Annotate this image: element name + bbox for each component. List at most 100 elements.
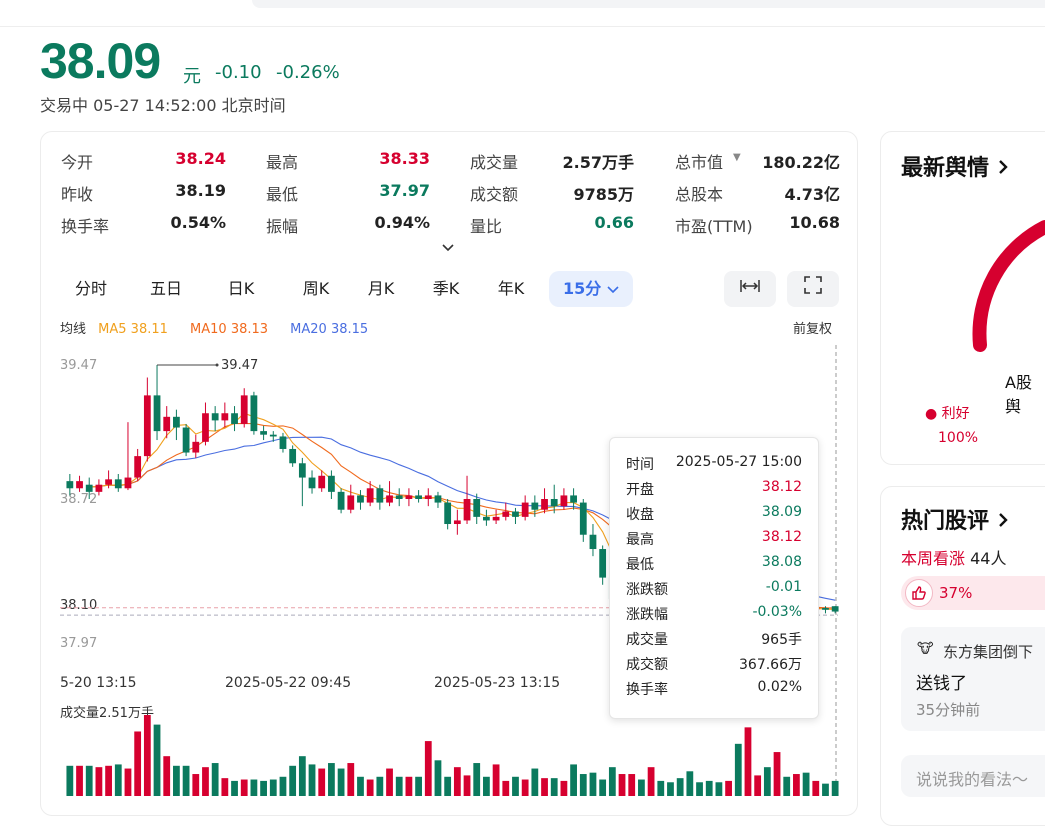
candle-body <box>240 395 248 424</box>
volume-bar <box>686 771 694 796</box>
top-search-bar[interactable] <box>252 0 1045 8</box>
tooltip-row: 时间 2025-05-27 15:00 <box>626 454 802 476</box>
quote-value: 10.68 <box>789 213 840 232</box>
volume-bar <box>667 782 674 796</box>
candle-body <box>143 395 151 457</box>
tooltip-value: -0.01 <box>765 579 802 595</box>
tooltip-value: 38.08 <box>761 554 802 570</box>
sentiment-title[interactable]: 最新舆情 <box>901 150 1009 182</box>
candle-body <box>173 416 180 428</box>
tooltip-label: 涨跌额 <box>626 582 668 598</box>
volume-bar <box>754 775 762 796</box>
volume-bar <box>173 765 180 796</box>
candle-body <box>182 427 190 453</box>
candle-body <box>560 495 568 507</box>
volume-bar <box>395 776 403 796</box>
tab-15min[interactable]: 15分 <box>549 271 633 307</box>
tab-period[interactable]: 年K <box>497 279 525 298</box>
header-divider <box>0 26 1045 27</box>
candle-body <box>589 534 597 550</box>
bull-bar[interactable]: 37% <box>901 576 1045 610</box>
quote-label[interactable]: 总市值 <box>675 153 724 172</box>
candle-body <box>105 479 112 485</box>
candle-body <box>405 495 413 499</box>
tooltip-value: 0.02% <box>757 679 802 695</box>
tooltip-value: 38.12 <box>761 479 802 495</box>
candle-body <box>85 484 93 492</box>
candle-body <box>153 395 161 432</box>
volume-bar <box>483 776 490 796</box>
tooltip-row: 开盘 38.12 <box>626 479 802 501</box>
volume-bar <box>153 724 161 796</box>
volume-bar <box>211 763 219 796</box>
volume-bar <box>763 767 771 796</box>
tooltip-row: 成交量 965手 <box>626 629 802 651</box>
tooltip-value: 2025-05-27 15:00 <box>675 454 802 470</box>
quote-value: 38.33 <box>379 149 430 168</box>
comment-post[interactable]: 🐮 东方集团倒下 送钱了 35分钟前 <box>901 627 1045 731</box>
tab-period[interactable]: 分时 <box>74 279 107 298</box>
y-tick-label: 39.47 <box>60 358 97 373</box>
post-text: 送钱了 <box>916 674 967 694</box>
high-marker-label: 39.47 <box>221 358 258 373</box>
volume-bar <box>182 765 190 796</box>
candle-body <box>831 606 839 612</box>
volume-bar <box>502 780 510 796</box>
candle-body <box>395 495 403 499</box>
adjust-mode[interactable]: 前复权 <box>793 322 833 337</box>
volume-bar <box>831 780 839 796</box>
candle-body <box>502 511 510 517</box>
candle-body <box>95 484 103 492</box>
tab-15min-label: 15分 <box>563 279 602 298</box>
candle-body <box>444 502 452 525</box>
quote-label: 成交额 <box>470 185 519 204</box>
triangle-down-icon[interactable]: ▼ <box>733 152 741 163</box>
volume-bar <box>357 776 364 796</box>
candle-body <box>347 495 355 510</box>
tab-period[interactable]: 日K <box>227 279 255 298</box>
volume-bar <box>415 776 422 796</box>
candle-body <box>308 477 316 489</box>
trade-status: 交易中 05-27 14:52:00 北京时间 <box>40 96 286 115</box>
tab-period[interactable]: 季K <box>432 279 460 298</box>
tooltip-row: 成交额 367.66万 <box>626 654 802 676</box>
volume-label: 成交量2.51万手 <box>60 705 154 721</box>
quote-label: 振幅 <box>266 217 299 236</box>
volume-bar <box>134 731 142 796</box>
tab-period[interactable]: 月K <box>367 279 395 298</box>
candle-body <box>124 477 132 489</box>
volume-bar <box>822 783 829 796</box>
candle-body <box>260 431 267 435</box>
volume-bar <box>550 778 558 796</box>
volume-bar <box>521 779 529 796</box>
post-time: 35分钟前 <box>916 701 981 719</box>
volume-bar <box>221 778 229 796</box>
quote-value: 0.54% <box>170 213 226 232</box>
volume-bar <box>376 776 384 796</box>
volume-bar <box>308 764 316 796</box>
candle-body <box>76 481 83 489</box>
chevron-down-icon[interactable] <box>441 241 455 257</box>
tooltip-label: 最低 <box>626 557 654 573</box>
weekly-label: 本周看涨 <box>901 549 966 568</box>
x-tick-label: 5-20 13:15 <box>60 675 137 691</box>
fullscreen-icon[interactable] <box>787 271 839 307</box>
volume-bar <box>386 768 393 796</box>
volume-bar <box>347 763 355 796</box>
y-tick-label: 38.72 <box>60 492 97 507</box>
tooltip-value: 367.66万 <box>739 657 802 673</box>
volume-bar <box>114 764 122 796</box>
chevron-right-icon <box>997 156 1009 181</box>
tab-period[interactable]: 五日 <box>149 279 182 298</box>
ma-legend: 均线 MA5 38.11 MA10 38.13 MA20 38.15 <box>60 318 368 337</box>
candle-body <box>231 413 238 424</box>
tooltip-label: 时间 <box>626 457 654 473</box>
volume-bar <box>618 774 626 796</box>
volume-bar <box>744 727 752 796</box>
comments-title[interactable]: 热门股评 <box>901 503 1009 535</box>
comment-input[interactable]: 说说我的看法～ <box>901 755 1045 797</box>
bull-pct: 37% <box>939 584 973 602</box>
horizontal-fit-icon[interactable] <box>724 271 776 307</box>
tab-period[interactable]: 周K <box>302 279 330 298</box>
candle-body <box>434 495 442 503</box>
